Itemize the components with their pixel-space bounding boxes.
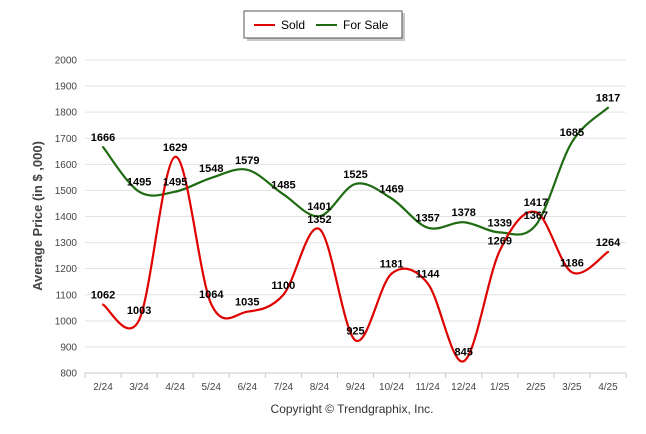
data-label-for-sale: 1548	[199, 163, 223, 175]
data-label-sold: 1417	[524, 197, 548, 209]
legend-label-for-sale[interactable]: For Sale	[343, 18, 389, 32]
data-label-sold: 1064	[199, 289, 224, 301]
data-label-for-sale: 1339	[488, 217, 512, 229]
data-label-for-sale: 1495	[127, 177, 151, 189]
y-tick-label: 1500	[55, 186, 78, 197]
y-tick-label: 1100	[55, 290, 77, 301]
data-label-for-sale: 1367	[524, 210, 548, 222]
y-tick-label: 1900	[55, 82, 78, 93]
y-tick-label: 1700	[55, 134, 78, 145]
data-label-for-sale: 1666	[91, 132, 115, 144]
y-tick-label: 1600	[55, 160, 78, 171]
x-tick-label: 6/24	[238, 382, 258, 393]
x-tick-label: 12/24	[451, 382, 476, 393]
x-tick-label: 5/24	[201, 382, 221, 393]
data-label-sold: 1264	[596, 237, 621, 249]
data-label-for-sale: 1685	[560, 127, 584, 139]
data-label-for-sale: 1579	[235, 155, 259, 167]
data-label-sold: 1035	[235, 297, 259, 309]
data-label-sold: 925	[346, 325, 364, 337]
x-tick-label: 3/24	[129, 382, 149, 393]
data-label-for-sale: 1817	[596, 93, 620, 105]
data-label-sold: 1352	[307, 214, 331, 226]
y-tick-label: 2000	[55, 56, 78, 67]
x-tick-label: 2/24	[93, 382, 113, 393]
x-tick-label: 10/24	[379, 382, 404, 393]
y-axis-title: Average Price (in $ ,000)	[30, 141, 45, 291]
x-tick-label: 9/24	[346, 382, 366, 393]
x-tick-label: 7/24	[274, 382, 294, 393]
y-tick-label: 1000	[55, 316, 78, 327]
data-labels: 1062 1003 1629 1064 1035 1100 1352 925 1181 1144 8…	[91, 93, 621, 359]
y-tick-label: 800	[60, 369, 77, 380]
y-tick-label: 1200	[55, 264, 78, 275]
data-label-sold: 1269	[488, 236, 512, 248]
x-tick-label: 1/25	[490, 382, 510, 393]
x-tick-label: 11/24	[415, 382, 440, 393]
x-tick-label: 4/24	[165, 382, 185, 393]
y-tick-label: 1400	[55, 212, 78, 223]
x-tick-label: 4/25	[598, 382, 618, 393]
y-tick-label: 900	[60, 342, 77, 353]
y-tick-label: 1800	[55, 108, 78, 119]
data-label-sold: 1629	[163, 142, 187, 154]
data-label-sold: 1144	[416, 268, 441, 280]
data-label-sold: 845	[455, 346, 473, 358]
data-label-for-sale: 1401	[307, 201, 331, 213]
axes: 800 900 1000 1100 1200 1300 1400 1500 1600 1700 18…	[55, 56, 627, 393]
legend[interactable]: Sold For Sale	[243, 10, 405, 41]
x-tick-label: 3/25	[562, 382, 582, 393]
data-label-for-sale: 1357	[415, 213, 439, 225]
series-line-sold	[101, 155, 610, 363]
series-lines	[101, 106, 610, 363]
data-label-for-sale: 1525	[343, 169, 367, 181]
x-tick-label: 2/25	[526, 382, 546, 393]
data-label-sold: 1181	[380, 259, 404, 271]
data-label-for-sale: 1495	[163, 177, 187, 189]
data-label-for-sale: 1469	[379, 184, 403, 196]
data-label-for-sale: 1378	[451, 207, 475, 219]
data-label-for-sale: 1485	[271, 179, 295, 191]
x-tick-label: 8/24	[310, 382, 330, 393]
data-label-sold: 1186	[560, 257, 584, 269]
legend-label-sold[interactable]: Sold	[281, 18, 305, 32]
data-label-sold: 1062	[91, 290, 115, 302]
gridlines	[85, 59, 626, 374]
copyright-footer: Copyright © Trendgraphix, Inc.	[271, 402, 434, 416]
y-tick-label: 1300	[55, 238, 78, 249]
data-label-sold: 1100	[271, 280, 295, 292]
data-label-sold: 1003	[127, 305, 151, 317]
